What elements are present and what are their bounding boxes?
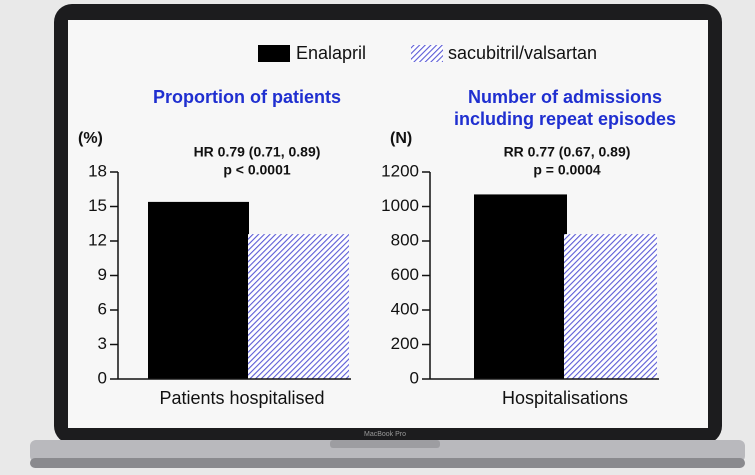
annotation: RR 0.77 (0.67, 0.89) (504, 144, 631, 160)
page: MacBook Pro Enalapril sacubitril/valsarta… (0, 0, 755, 475)
y-tick-label: 6 (98, 299, 107, 318)
laptop-notch (330, 440, 440, 448)
y-tick-label: 3 (98, 334, 107, 353)
chart-title: including repeat episodes (454, 109, 676, 129)
y-tick-label: 200 (391, 334, 419, 353)
y-tick-label: 0 (410, 368, 419, 387)
y-tick-label: 600 (391, 265, 419, 284)
legend-label: sacubitril/valsartan (448, 43, 597, 63)
legend-label: Enalapril (296, 43, 366, 63)
annotation: HR 0.79 (0.71, 0.89) (194, 144, 321, 160)
laptop-base-edge (30, 458, 745, 468)
screenshot: MacBook Pro Enalapril sacubitril/valsarta… (0, 0, 755, 475)
y-tick-label: 18 (88, 161, 107, 180)
chart-title: Number of admissions (468, 87, 662, 107)
x-tick-label: Patients hospitalised (159, 388, 324, 408)
y-tick-label: 9 (98, 265, 107, 284)
annotation: p < 0.0001 (223, 162, 291, 178)
bar (248, 234, 349, 379)
annotation: p = 0.0004 (533, 162, 601, 178)
bar (474, 194, 567, 379)
y-tick-label: 800 (391, 230, 419, 249)
y-tick-label: 1000 (381, 196, 419, 215)
legend-swatch (411, 45, 443, 62)
y-axis-unit: (N) (390, 130, 412, 147)
bar (564, 234, 657, 379)
y-tick-label: 1200 (381, 161, 419, 180)
x-tick-label: Hospitalisations (502, 388, 628, 408)
legend-swatch (258, 45, 290, 62)
y-tick-label: 0 (98, 368, 107, 387)
y-tick-label: 15 (88, 196, 107, 215)
bar (148, 202, 249, 379)
device-label: MacBook Pro (364, 431, 406, 438)
y-axis-unit: (%) (78, 130, 103, 147)
y-tick-label: 400 (391, 299, 419, 318)
y-tick-label: 12 (88, 230, 107, 249)
chart-title: Proportion of patients (153, 87, 341, 107)
